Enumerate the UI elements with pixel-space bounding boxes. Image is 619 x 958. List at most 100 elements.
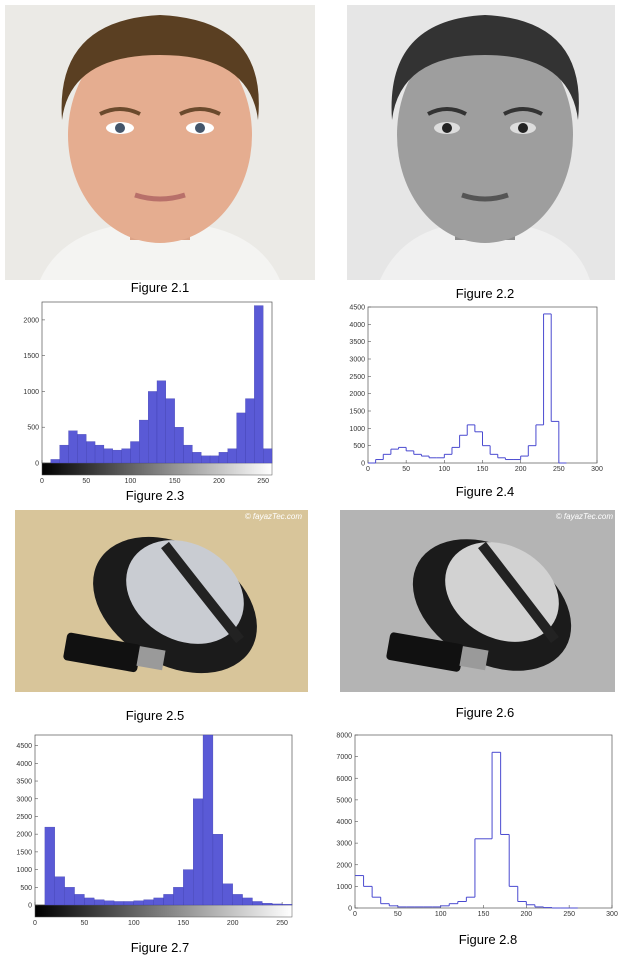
y-tick-label: 1000 [16,867,32,874]
histogram-bar [55,877,65,905]
x-tick-label: 150 [169,478,181,485]
y-tick-label: 4500 [349,305,365,312]
y-tick-label: 4500 [16,743,32,750]
figure-page: © fayazTec.com © fayazTec.com Figure 2.1… [0,0,619,958]
histogram-bar [252,901,262,905]
caption: Figure 2.6 [456,705,515,720]
histogram-bar [237,413,246,463]
photo-mouse-color [15,509,308,701]
histogram-bar [183,870,193,905]
caption: Figure 2.1 [131,280,190,295]
histogram-bar [193,799,203,905]
x-tick-label: 50 [394,911,402,918]
histogram-bar [65,887,75,905]
x-tick-label: 100 [128,920,140,927]
histogram-bar [272,904,282,905]
histogram-bar [203,735,213,905]
y-tick-label: 3500 [16,779,32,786]
x-tick-label: 100 [435,911,447,918]
x-tick-label: 0 [353,911,357,918]
y-tick-label: 2000 [16,832,32,839]
y-tick-label: 1500 [349,409,365,416]
x-tick-label: 200 [213,478,225,485]
y-tick-label: 2500 [349,374,365,381]
histogram-bar [192,452,201,463]
photo-face-color [5,5,315,280]
y-tick-label: 7000 [336,754,352,761]
histogram-bar [130,442,139,463]
y-tick-label: 3000 [336,841,352,848]
histogram-bar [104,901,114,905]
x-tick-label: 250 [553,466,565,473]
caption: Figure 2.5 [126,708,185,723]
y-tick-label: 0 [35,461,39,468]
histogram-bar [113,450,122,463]
histogram-bar [94,900,104,905]
histogram-bar [173,887,183,905]
histogram-bar [51,459,60,463]
y-tick-label: 6000 [336,776,352,783]
x-tick-label: 150 [478,911,490,918]
histogram-bar [122,449,131,463]
x-tick-label: 300 [591,466,603,473]
histogram-bar [114,901,124,905]
histogram-bar [184,445,193,463]
histogram-bar [69,431,78,463]
histogram-bar [213,834,223,905]
x-tick-label: 150 [177,920,189,927]
x-tick-label: 50 [402,466,410,473]
histogram-bar [210,456,219,463]
y-tick-label: 3000 [349,357,365,364]
histogram-bar [201,456,210,463]
y-tick-label: 4000 [336,819,352,826]
x-tick-label: 250 [257,478,269,485]
y-tick-label: 500 [20,885,32,892]
histogram-bar [148,391,157,463]
y-tick-label: 1500 [23,353,39,360]
photo-face-gray [347,5,615,280]
histogram-bar [262,903,272,905]
caption: Figure 2.7 [131,940,190,955]
x-tick-label: 100 [438,466,450,473]
histogram-bar [154,898,164,905]
histogram-bar [104,449,113,463]
histogram-bar [282,904,292,905]
x-tick-label: 100 [125,478,137,485]
x-tick-label: 150 [477,466,489,473]
y-tick-label: 0 [28,903,32,910]
histogram-bar [166,399,175,463]
histogram-bar [77,434,86,463]
x-tick-label: 300 [606,911,618,918]
histogram-bar [157,381,166,463]
y-tick-label: 0 [348,906,352,913]
y-tick-label: 500 [353,443,365,450]
histogram-bar [144,900,154,905]
x-tick-label: 0 [40,478,44,485]
histogram-bar [228,449,237,463]
histogram-bar [219,452,228,463]
histogram-bar [60,445,69,463]
histogram-bar [263,449,272,463]
histogram-bar [139,420,148,463]
x-tick-label: 200 [515,466,527,473]
histogram-bar [223,884,233,905]
histogram-bar [45,827,55,905]
x-tick-label: 0 [33,920,37,927]
caption: Figure 2.2 [456,286,515,301]
x-tick-label: 250 [276,920,288,927]
x-tick-label: 50 [82,478,90,485]
histogram-bar [124,901,134,905]
histogram-bar [134,901,144,905]
histogram-bar [245,399,254,463]
x-tick-label: 250 [563,911,575,918]
histogram-bar [164,894,174,905]
colorbar [35,905,292,917]
y-tick-label: 2000 [23,317,39,324]
y-tick-label: 4000 [349,322,365,329]
y-tick-label: 1500 [16,849,32,856]
y-tick-label: 1000 [23,389,39,396]
y-tick-label: 2000 [349,391,365,398]
histogram-bar [254,306,263,463]
histogram-bar [233,894,243,905]
histogram-bar [95,445,104,463]
